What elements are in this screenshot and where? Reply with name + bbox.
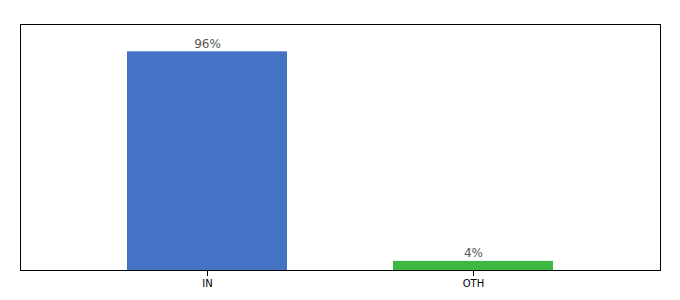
svg-text:96%: 96% <box>194 37 221 51</box>
svg-text:OTH: OTH <box>463 278 485 289</box>
svg-text:4%: 4% <box>464 246 483 260</box>
svg-text:IN: IN <box>202 278 212 289</box>
